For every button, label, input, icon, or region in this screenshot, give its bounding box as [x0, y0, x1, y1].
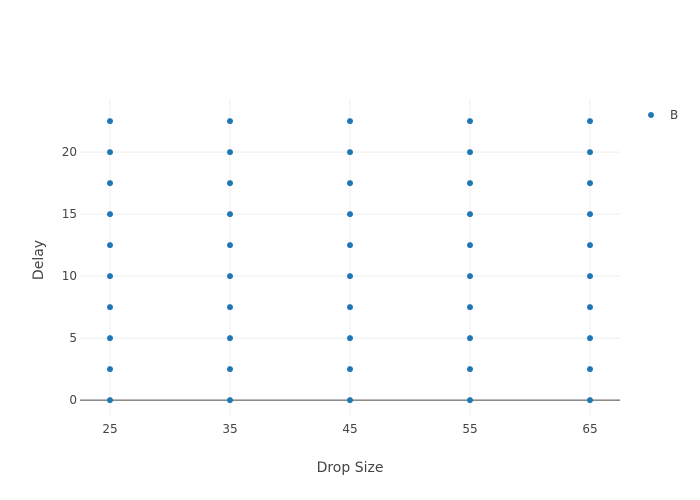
data-point	[467, 149, 473, 156]
data-point	[467, 180, 473, 187]
data-point	[107, 211, 113, 218]
data-point	[347, 180, 353, 187]
y-tick-label: 5	[69, 331, 77, 345]
data-point	[347, 304, 353, 311]
data-point	[107, 149, 113, 156]
data-point	[107, 366, 113, 373]
data-point	[227, 335, 233, 342]
data-point	[107, 118, 113, 125]
data-point	[347, 211, 353, 218]
data-point	[227, 149, 233, 156]
data-point	[107, 273, 113, 280]
x-axis-title: Drop Size	[317, 460, 384, 476]
data-point	[467, 304, 473, 311]
x-tick-label: 65	[582, 422, 597, 436]
data-point	[347, 366, 353, 373]
data-point	[227, 304, 233, 311]
data-point	[107, 397, 113, 404]
data-point	[227, 242, 233, 249]
x-tick-label: 55	[462, 422, 477, 436]
data-point	[347, 242, 353, 249]
data-point	[467, 366, 473, 373]
x-tick-label: 45	[342, 422, 357, 436]
data-point	[587, 242, 593, 249]
data-point	[587, 335, 593, 342]
x-tick-label: 35	[222, 422, 237, 436]
data-point	[467, 335, 473, 342]
data-point	[347, 149, 353, 156]
legend-marker	[648, 112, 654, 118]
data-point	[227, 118, 233, 125]
data-point	[347, 273, 353, 280]
y-tick-label: 10	[62, 269, 77, 283]
data-point	[467, 397, 473, 404]
data-point	[587, 211, 593, 218]
data-points	[107, 118, 593, 404]
data-point	[467, 242, 473, 249]
data-point	[587, 304, 593, 311]
data-point	[467, 118, 473, 125]
data-point	[227, 180, 233, 187]
data-point	[587, 397, 593, 404]
data-point	[227, 211, 233, 218]
data-point	[587, 118, 593, 125]
data-point	[107, 304, 113, 311]
data-point	[107, 335, 113, 342]
y-tick-label: 20	[62, 145, 77, 159]
y-tick-label: 0	[69, 393, 77, 407]
data-point	[467, 211, 473, 218]
data-point	[227, 273, 233, 280]
data-point	[587, 273, 593, 280]
x-tick-label: 25	[102, 422, 117, 436]
data-point	[347, 335, 353, 342]
data-point	[587, 180, 593, 187]
data-point	[587, 149, 593, 156]
y-tick-label: 15	[62, 207, 77, 221]
data-point	[227, 397, 233, 404]
data-point	[107, 180, 113, 187]
legend-label: B	[670, 108, 678, 122]
data-point	[347, 118, 353, 125]
data-point	[347, 397, 353, 404]
data-point	[227, 366, 233, 373]
data-point	[587, 366, 593, 373]
data-point	[107, 242, 113, 249]
legend: B	[648, 108, 678, 122]
y-axis-title: Delay	[31, 240, 47, 280]
data-point	[467, 273, 473, 280]
